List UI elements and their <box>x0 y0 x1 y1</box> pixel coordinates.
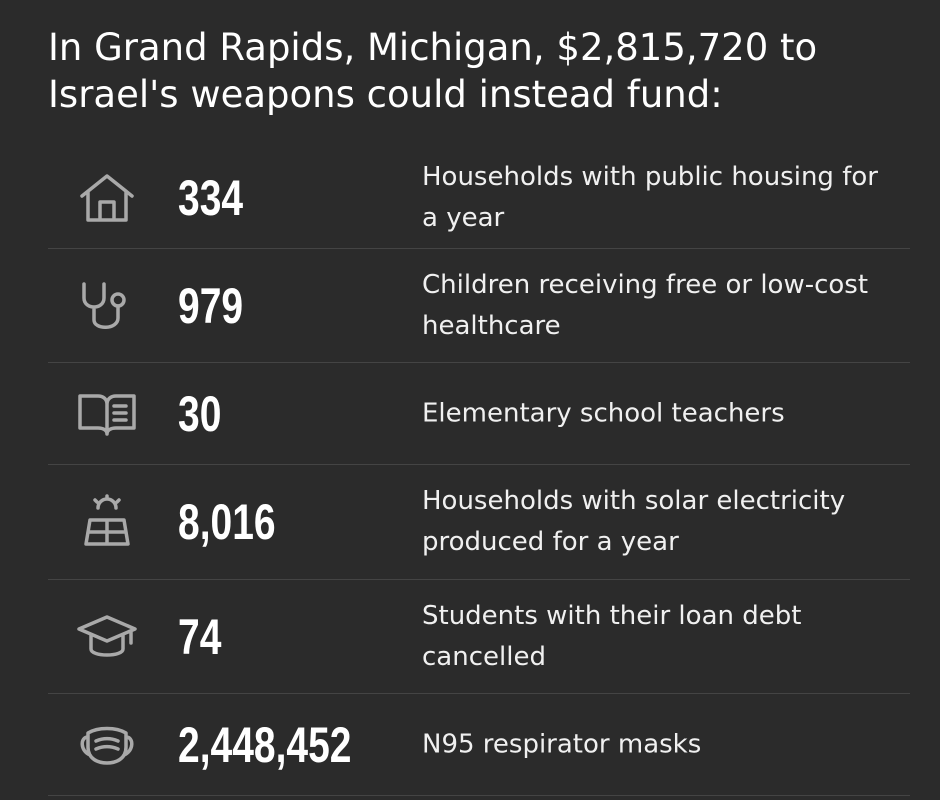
list: 334 Households with public housing for a… <box>48 148 910 796</box>
label: Children receiving free or low-cost heal… <box>422 269 869 341</box>
graduation-icon <box>77 614 137 657</box>
label: N95 respirator masks <box>422 729 702 759</box>
number: 2,448,452 <box>178 716 352 773</box>
number: 334 <box>178 170 244 226</box>
number: 30 <box>178 385 222 442</box>
solar-icon <box>84 494 130 546</box>
row: 30 Elementary school teachers <box>48 363 910 465</box>
label: Households with solar electricity produc… <box>422 486 846 557</box>
row: 2,448,452 N95 respirator masks <box>48 694 910 796</box>
number: 8,016 <box>178 494 276 550</box>
book-icon <box>78 393 136 436</box>
house-icon <box>80 174 134 222</box>
number: 74 <box>178 608 222 665</box>
row: 979 Children receiving free or low-cost … <box>48 249 910 363</box>
label: Elementary school teachers <box>422 398 785 428</box>
label: Households with public housing for a yea… <box>422 162 878 233</box>
mask-icon <box>80 726 134 765</box>
row: 334 Households with public housing for a… <box>48 148 910 249</box>
number: 979 <box>178 277 244 334</box>
label: Students with their loan debt cancelled <box>422 600 802 672</box>
row: 74 Students with their loan debt cancell… <box>48 580 910 694</box>
stethoscope-icon <box>82 281 126 329</box>
row: 8,016 Households with solar electricity … <box>48 465 910 580</box>
title: In Grand Rapids, Michigan, $2,815,720 to… <box>48 26 818 116</box>
